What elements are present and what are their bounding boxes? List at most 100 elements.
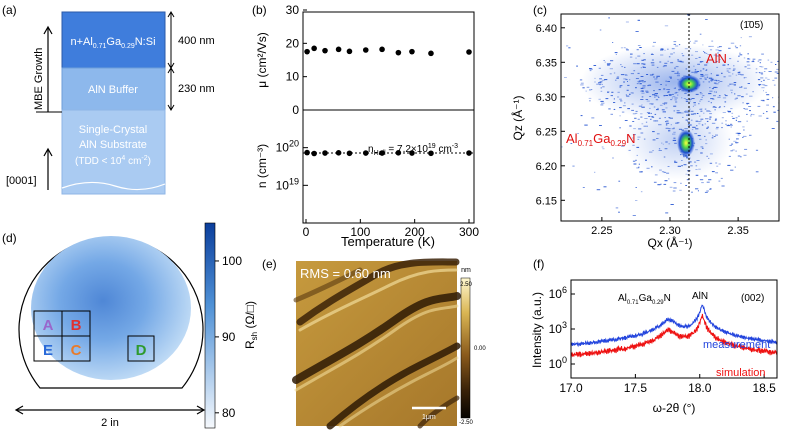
rsm-count-pixel <box>694 71 698 73</box>
rsm-count-pixel <box>742 136 744 138</box>
rsm-count-pixel <box>631 109 634 111</box>
rsm-count-pixel <box>718 81 720 83</box>
temperature-xtick-label: 300 <box>459 225 479 239</box>
rsm-count-pixel <box>752 58 756 60</box>
rsm-count-pixel <box>729 144 732 146</box>
rsm-count-pixel <box>666 120 669 122</box>
rsm-count-pixel <box>706 120 709 122</box>
rsm-count-pixel <box>695 174 699 176</box>
rsm-count-pixel <box>706 190 709 192</box>
rsm-count-pixel <box>685 100 689 102</box>
rsm-count-pixel <box>686 114 689 116</box>
rsm-count-pixel <box>660 48 664 50</box>
rsm-count-pixel <box>731 143 734 145</box>
rsm-count-pixel <box>618 180 621 182</box>
rsm-count-pixel <box>698 121 701 123</box>
rsm-count-pixel <box>760 77 764 79</box>
rsm-count-pixel <box>640 132 644 134</box>
rsm-count-pixel <box>747 67 751 69</box>
rsm-count-pixel <box>690 165 693 167</box>
rsm-count-pixel <box>715 118 717 120</box>
rsm-count-pixel <box>674 99 677 101</box>
temperature-xtick-label: 200 <box>405 225 425 239</box>
rsm-count-pixel <box>695 165 698 167</box>
rsm-count-pixel <box>681 53 683 55</box>
rsm-count-pixel <box>637 118 640 120</box>
rsm-count-pixel <box>684 110 689 112</box>
rsm-count-pixel <box>699 92 702 93</box>
rsm-count-pixel <box>672 133 676 135</box>
rsm-count-pixel <box>660 49 664 51</box>
rsm-count-pixel <box>710 79 714 81</box>
rsm-count-pixel <box>689 100 691 102</box>
rsm-count-pixel <box>627 108 630 110</box>
mobility-point <box>346 48 353 55</box>
rsm-count-pixel <box>678 112 682 114</box>
rsm-count-pixel <box>746 113 748 115</box>
rsm-count-pixel <box>635 87 637 89</box>
rsm-count-pixel <box>674 97 678 99</box>
mobility-ytick-label: 0 <box>292 103 299 117</box>
rsm-count-pixel <box>684 128 688 129</box>
rsm-count-pixel <box>697 190 699 192</box>
xrd-ytick-label: 106 <box>549 285 567 301</box>
rsm-count-pixel <box>695 188 699 190</box>
rsm-count-pixel <box>621 66 624 68</box>
rsm-count-pixel <box>709 162 713 164</box>
rsm-count-pixel <box>737 115 740 117</box>
rsm-count-pixel <box>635 200 638 201</box>
rsm-ytick-label: 6.35 <box>536 57 557 69</box>
rsm-count-pixel <box>758 84 761 85</box>
rsm-count-pixel <box>640 99 644 100</box>
rsm-count-pixel <box>612 157 614 159</box>
rsm-count-pixel <box>694 133 698 135</box>
rsm-count-pixel <box>690 110 694 112</box>
rsm-count-pixel <box>665 107 668 109</box>
rsm-count-pixel <box>646 112 651 114</box>
rsm-count-pixel <box>645 99 649 100</box>
rsm-count-pixel <box>723 76 726 78</box>
mobility-points <box>304 45 472 57</box>
rsm-count-pixel <box>673 137 676 139</box>
thickness-230: 230 nm <box>178 83 215 95</box>
rsm-count-pixel <box>704 191 708 193</box>
rsm-count-pixel <box>673 127 675 129</box>
rsm-count-pixel <box>716 55 719 57</box>
rsm-count-pixel <box>689 98 692 100</box>
rsm-count-pixel <box>721 185 725 187</box>
mobility-point <box>362 47 369 53</box>
rsm-count-pixel <box>619 98 622 100</box>
rsm-count-pixel <box>777 60 779 62</box>
measurement-curve <box>571 304 777 348</box>
rsm-count-pixel <box>719 106 721 108</box>
density-point <box>395 150 402 156</box>
rsm-count-pixel <box>669 186 673 188</box>
rsm-count-pixel <box>767 59 770 61</box>
rsm-count-pixel <box>737 121 742 123</box>
panel-label-f: (f) <box>533 257 544 271</box>
rsm-count-pixel <box>774 71 778 73</box>
rsm-count-pixel <box>735 117 738 119</box>
rsm-count-pixel <box>715 172 718 174</box>
rsm-count-pixel <box>699 61 704 63</box>
rsm-count-pixel <box>661 171 665 173</box>
xrd-legend-simulation: simulation <box>716 367 766 379</box>
rsm-count-pixel <box>655 120 659 122</box>
rsm-count-pixel <box>591 117 595 119</box>
rsm-count-pixel <box>760 66 764 68</box>
rsm-count-pixel <box>600 74 604 76</box>
rsm-count-pixel <box>664 49 666 51</box>
rsm-count-pixel <box>646 100 650 102</box>
growth-label: MBE Growth <box>33 48 45 110</box>
rsm-count-pixel <box>653 120 656 122</box>
rsm-count-pixel <box>651 103 654 105</box>
rsm-count-pixel <box>660 183 662 185</box>
rsm-count-pixel <box>613 72 616 74</box>
rsm-count-pixel <box>686 179 690 181</box>
rsm-count-pixel <box>656 138 659 139</box>
rsm-count-pixel <box>632 160 636 162</box>
rsm-count-pixel <box>656 77 658 79</box>
rsm-count-pixel <box>721 122 724 124</box>
rsm-count-pixel <box>624 120 628 121</box>
rsm-count-pixel <box>706 155 708 157</box>
